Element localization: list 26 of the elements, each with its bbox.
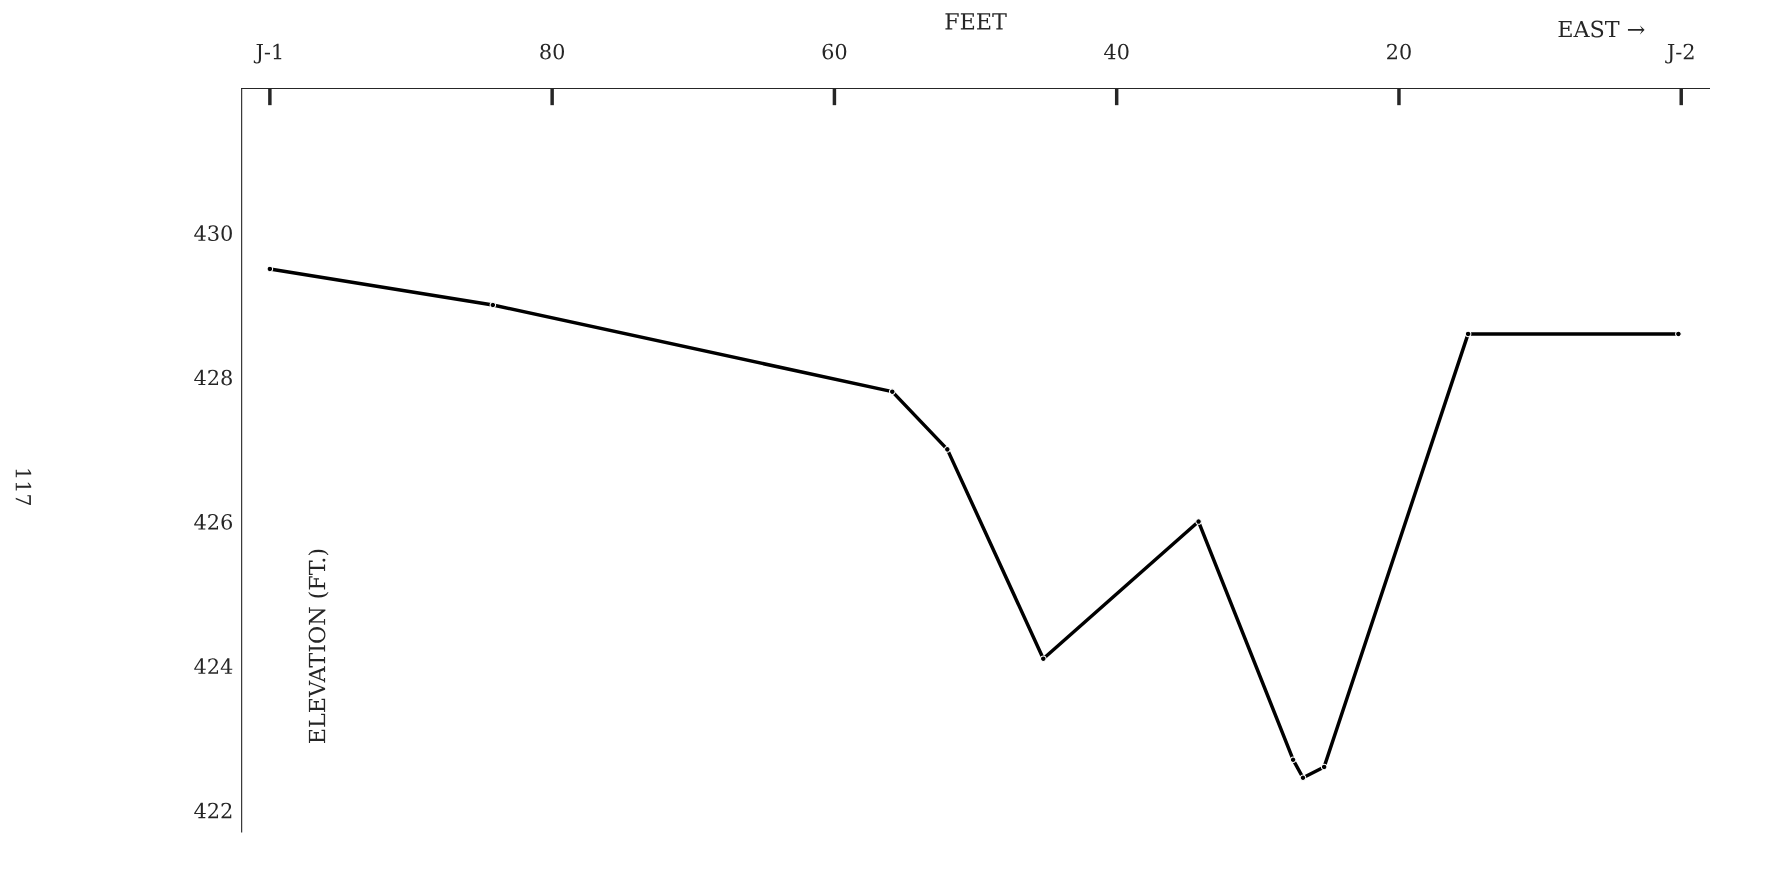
point bbox=[266, 265, 274, 273]
point bbox=[1675, 330, 1682, 338]
y-tick-label: 424 bbox=[194, 658, 233, 674]
x-tick-label: 20 bbox=[1387, 43, 1411, 60]
text: 117 bbox=[15, 469, 32, 506]
x-tick-label: J-1 bbox=[253, 43, 282, 64]
x-tick-label: 40 bbox=[1104, 43, 1129, 60]
point bbox=[944, 446, 951, 453]
point bbox=[1320, 763, 1328, 771]
y-tick-label: 428 bbox=[194, 369, 232, 386]
point bbox=[1464, 330, 1472, 338]
y-axis-title: ELEVATION (FT.) bbox=[308, 549, 329, 743]
y-tick-label: 422 bbox=[194, 802, 232, 819]
point bbox=[1289, 756, 1297, 764]
y-tick-label: 430 bbox=[194, 225, 232, 242]
point bbox=[489, 301, 497, 309]
point bbox=[1195, 518, 1202, 525]
x-tick-label: J-2 bbox=[1665, 43, 1694, 64]
point bbox=[1040, 655, 1047, 662]
x-tick-label: 80 bbox=[540, 43, 565, 60]
point bbox=[888, 388, 896, 395]
x-tick-label: 60 bbox=[822, 43, 847, 60]
x-axis-title: FEET bbox=[945, 13, 1007, 30]
y-tick-label: 426 bbox=[194, 514, 232, 530]
text: EAST → bbox=[1558, 20, 1645, 38]
point bbox=[1299, 774, 1307, 782]
